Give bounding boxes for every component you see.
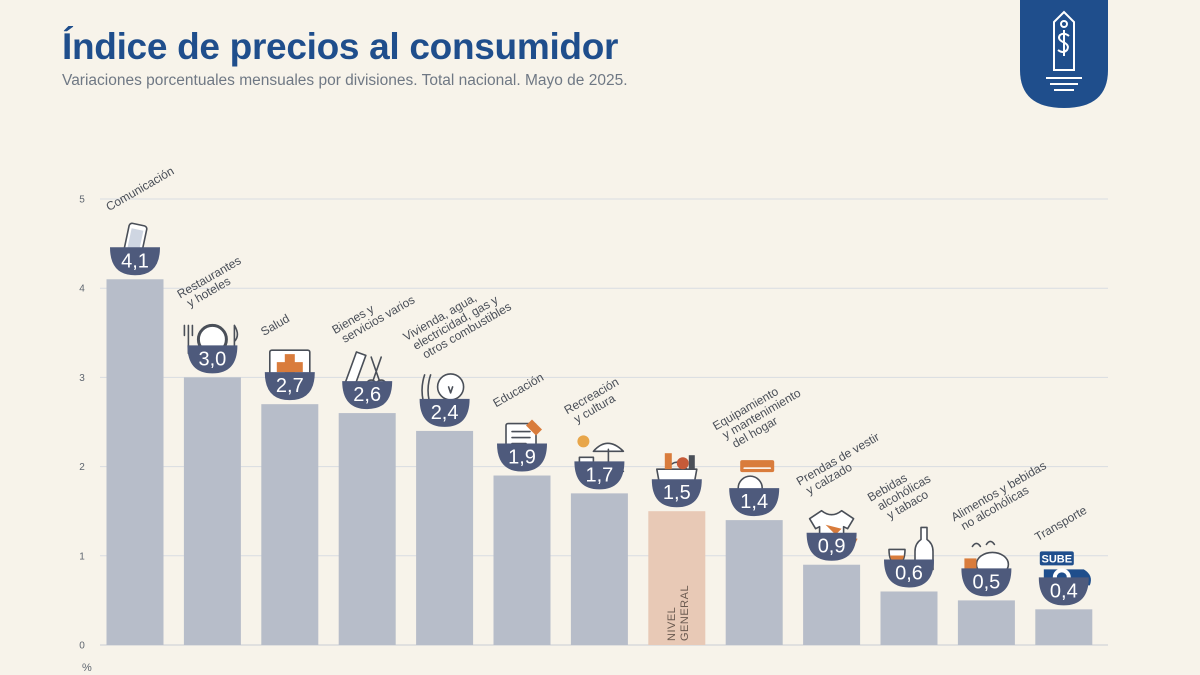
value-badge [651,479,702,508]
value-badge [342,381,393,410]
bar [570,493,628,645]
bar [338,413,396,645]
bars [106,279,1093,645]
category-label: Equipamientoy mantenimientodel hogar [710,375,809,455]
value-label: 0,5 [972,571,1000,593]
bar [1035,609,1093,645]
y-tick-label: 0 [79,641,85,652]
category-label: Educación [491,370,547,410]
bar [957,600,1015,645]
value-badge [574,461,625,490]
value-label: 2,7 [276,375,304,397]
y-tick-label: 5 [79,195,85,206]
value-label: 1,4 [740,491,768,513]
svg-text:SUBE: SUBE [1042,553,1073,565]
value-label: 0,9 [818,536,846,558]
price-tag-logo-icon [1020,0,1108,108]
value-badge [729,488,780,517]
value-label: 2,4 [431,402,459,424]
value-badge [110,247,160,276]
phone-icon [122,222,148,259]
value-badge [961,568,1012,597]
y-tick-label: 1 [79,551,85,562]
value-badge [264,372,315,401]
value-label: 0,6 [895,562,923,584]
category-label: Bebidasalcohólicasy tabaco [865,461,939,526]
value-label: 3,0 [198,348,226,370]
value-badge [419,398,470,427]
category-label: Recreacióny cultura [562,375,628,428]
value-badge [187,345,238,374]
value-label: 4,1 [121,250,149,272]
comb-scissors-icon [344,351,388,391]
bar [725,520,783,645]
y-tick-label: 4 [79,284,85,295]
category-label: Transporte [1032,503,1089,544]
category-label: Salud [258,311,292,338]
value-badge [1038,577,1089,606]
category-label: Comunicación [104,164,177,214]
bar [106,279,164,645]
value-label: 2,6 [353,384,381,406]
bar [493,475,551,645]
labels: 4,1 Comunicación 3,0 Restaurantesy hoteles 2… [104,164,1090,641]
value-badge [497,443,547,472]
value-label: 1,9 [508,447,536,469]
chart-title: Índice de precios al consumidor [62,26,619,67]
value-label: 1,7 [585,464,613,486]
bar [648,511,706,645]
value-badge [806,532,857,561]
category-label: Vivienda, agua,electricidad, gas yotros … [401,278,514,366]
y-axis-label: % [82,662,92,674]
bar [183,377,241,645]
bar [880,591,938,645]
category-label: Alimentos y bebidasno alcohólicas [949,458,1055,535]
y-tick-label: 2 [79,462,85,473]
category-label: NIVELGENERAL [666,585,691,641]
bar [803,564,861,645]
value-label: 0,4 [1050,580,1078,602]
category-label: Restaurantesy hoteles [175,253,250,312]
chart-subtitle: Variaciones porcentuales mensuales por d… [62,72,628,89]
y-tick-label: 3 [79,373,85,384]
value-badge [884,559,934,588]
bar [261,404,319,645]
bar [416,430,474,645]
value-label: 1,5 [663,482,691,504]
